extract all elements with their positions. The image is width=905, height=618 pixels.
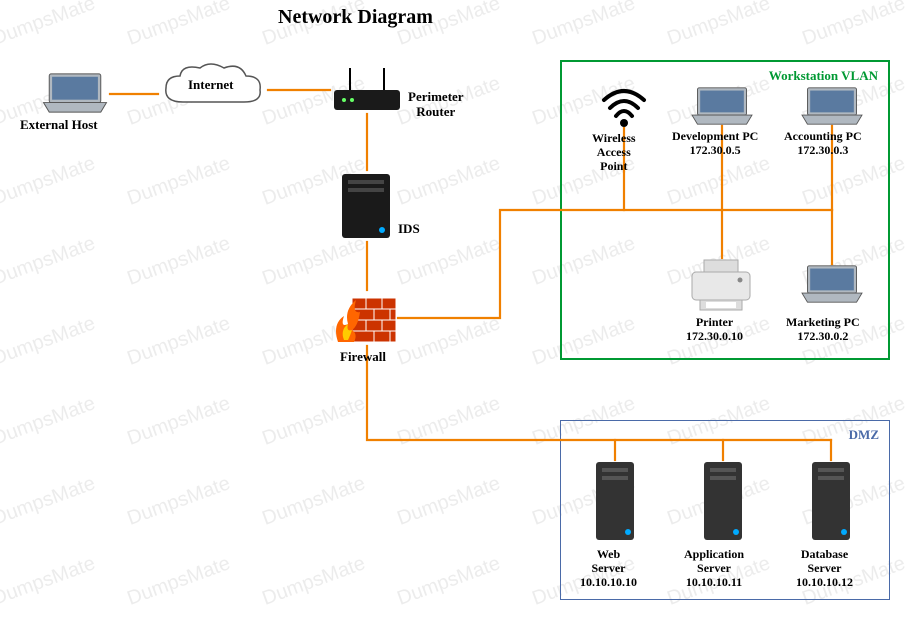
dmz-title: DMZ: [849, 427, 879, 443]
label-web_server: WebServer10.10.10.10: [580, 548, 637, 589]
label-external_host: External Host: [20, 118, 98, 133]
node-db_server: [810, 460, 852, 547]
label-perimeter_router: PerimeterRouter: [408, 90, 464, 120]
label-db_server: DatabaseServer10.10.10.12: [796, 548, 853, 589]
node-dev_pc: [690, 86, 754, 131]
node-external_host: [40, 72, 110, 119]
diagram-title: Network Diagram: [278, 6, 433, 29]
node-printer: [686, 258, 756, 317]
label-internet: Internet: [188, 78, 234, 93]
node-mkt_pc: [800, 264, 864, 309]
label-acct_pc: Accounting PC172.30.0.3: [784, 130, 862, 158]
node-ids: [338, 170, 394, 247]
workstation-vlan-title: Workstation VLAN: [769, 68, 878, 84]
node-wap: [600, 84, 648, 133]
label-wap: WirelessAccessPoint: [592, 132, 636, 173]
label-mkt_pc: Marketing PC172.30.0.2: [786, 316, 860, 344]
node-perimeter_router: [330, 66, 404, 119]
node-firewall: [334, 290, 398, 351]
label-printer: Printer172.30.0.10: [686, 316, 743, 344]
node-app_server: [702, 460, 744, 547]
label-app_server: ApplicationServer10.10.10.11: [684, 548, 744, 589]
label-firewall: Firewall: [340, 350, 386, 365]
node-acct_pc: [800, 86, 864, 131]
label-dev_pc: Development PC172.30.0.5: [672, 130, 758, 158]
node-web_server: [594, 460, 636, 547]
label-ids: IDS: [398, 222, 420, 237]
